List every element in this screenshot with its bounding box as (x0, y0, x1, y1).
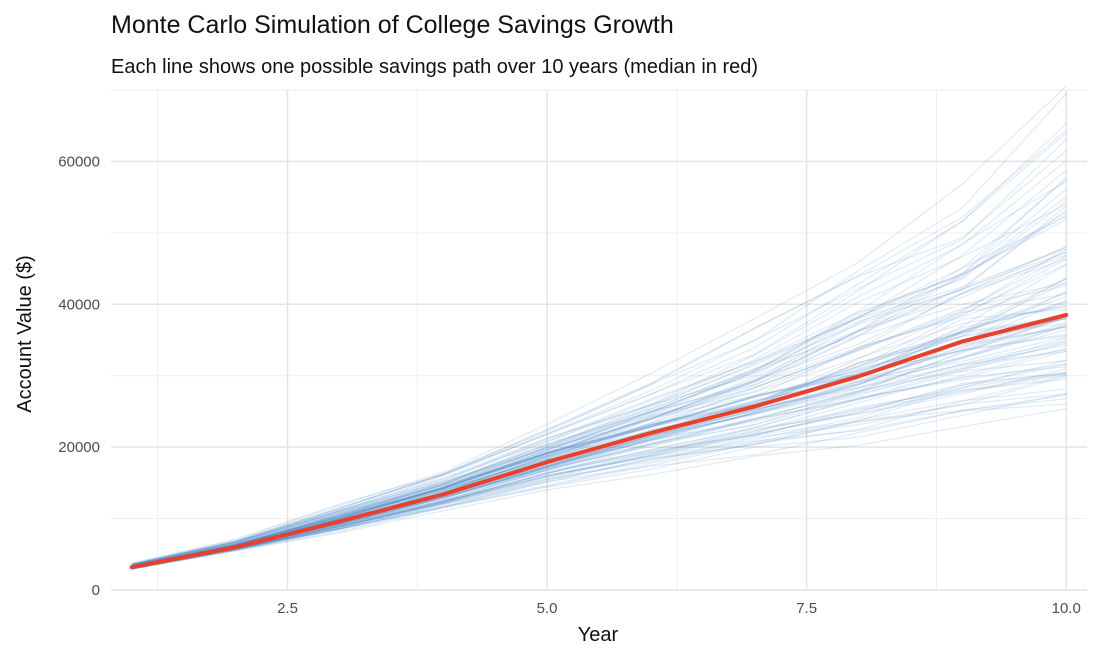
simulation-path (131, 308, 1067, 568)
simulation-lines (131, 85, 1067, 570)
simulation-path (131, 278, 1067, 568)
simulation-path (131, 372, 1067, 569)
simulation-path (131, 342, 1067, 569)
simulation-path (131, 216, 1067, 567)
simulation-path (131, 368, 1067, 569)
x-tick-label: 7.5 (796, 600, 817, 617)
simulation-path (131, 150, 1067, 566)
simulation-path (131, 264, 1067, 568)
simulation-path (131, 251, 1067, 567)
simulation-path (131, 209, 1067, 567)
simulation-path (131, 366, 1067, 569)
simulation-path (131, 188, 1067, 567)
y-axis-title: Account Value ($) (14, 255, 36, 413)
simulation-path (131, 375, 1067, 569)
simulation-path (131, 393, 1067, 570)
chart-title: Monte Carlo Simulation of College Saving… (111, 11, 674, 39)
simulation-path (131, 403, 1067, 570)
y-tick-label: 0 (92, 582, 100, 599)
simulation-path (131, 258, 1067, 568)
simulation-path (131, 169, 1067, 566)
simulation-path (131, 318, 1067, 566)
simulation-path (131, 196, 1067, 566)
simulation-path (131, 363, 1067, 569)
simulation-path (131, 372, 1067, 570)
simulation-path (131, 246, 1067, 566)
simulation-path (131, 123, 1067, 564)
simulation-path (131, 203, 1067, 567)
simulation-path (131, 397, 1067, 570)
simulation-path (131, 348, 1067, 569)
simulation-path (131, 277, 1067, 567)
simulation-path (131, 371, 1067, 569)
simulation-path (131, 200, 1067, 568)
median-line-group (129, 313, 1069, 570)
simulation-path (131, 350, 1067, 569)
simulation-path (131, 258, 1067, 568)
x-tick-label: 10.0 (1052, 600, 1081, 617)
simulation-path (131, 211, 1067, 566)
simulation-path (131, 214, 1067, 567)
simulation-path (131, 178, 1067, 566)
simulation-path (131, 132, 1067, 565)
simulation-path (131, 378, 1067, 569)
simulation-path (131, 139, 1067, 565)
simulation-path (131, 374, 1067, 570)
simulation-path (131, 293, 1067, 567)
simulation-path (131, 93, 1067, 566)
simulation-path (131, 347, 1067, 569)
simulation-path (131, 247, 1067, 566)
simulation-path (131, 394, 1067, 570)
x-tick-label: 5.0 (537, 600, 558, 617)
simulation-path (131, 315, 1067, 569)
chart-subtitle: Each line shows one possible savings pat… (111, 56, 758, 78)
simulation-path (131, 245, 1067, 565)
y-tick-label: 20000 (58, 439, 100, 456)
x-axis-title: Year (578, 624, 619, 646)
simulation-path (131, 219, 1067, 567)
simulation-path (131, 388, 1067, 569)
simulation-path (131, 360, 1067, 569)
simulation-path (131, 359, 1067, 570)
simulation-path (131, 248, 1067, 568)
simulation-path (131, 408, 1067, 570)
simulation-path (131, 129, 1067, 566)
simulation-path (131, 374, 1067, 569)
simulation-path (131, 85, 1067, 565)
simulation-path (131, 285, 1067, 567)
simulation-path (131, 160, 1067, 567)
y-tick-label: 60000 (58, 153, 100, 170)
simulation-path (131, 205, 1067, 567)
simulation-path (131, 180, 1067, 567)
median-line (129, 313, 1069, 570)
y-tick-label: 40000 (58, 296, 100, 313)
tick-labels: 2.5 5.0 7.5 10.0 0 20000 40000 60000 (58, 153, 1081, 617)
simulation-path (131, 372, 1067, 570)
x-tick-label: 2.5 (277, 600, 298, 617)
simulation-path (131, 392, 1067, 570)
simulation-path (131, 255, 1067, 567)
simulation-path (131, 314, 1067, 567)
simulation-path (131, 251, 1067, 567)
